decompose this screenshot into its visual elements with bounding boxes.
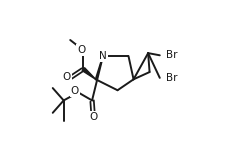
Text: N: N: [99, 51, 107, 61]
Text: O: O: [62, 72, 71, 82]
Text: Br: Br: [166, 50, 177, 60]
Text: O: O: [70, 86, 79, 96]
Text: Br: Br: [166, 73, 177, 83]
Text: O: O: [89, 112, 98, 122]
Polygon shape: [82, 68, 96, 79]
Text: O: O: [77, 45, 85, 55]
